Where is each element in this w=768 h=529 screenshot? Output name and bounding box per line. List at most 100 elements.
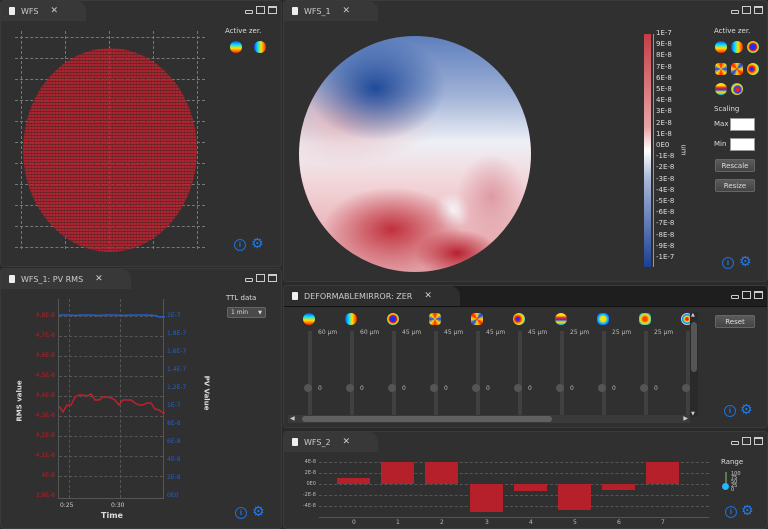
zernike-tilt-vertical-icon[interactable] (254, 41, 266, 53)
minimize-icon[interactable] (731, 441, 739, 445)
ttl-dropdown[interactable]: 1 min ▼ (227, 307, 266, 318)
zernike-tilt-vertical-icon[interactable] (731, 41, 743, 53)
zernike-tilt-horizontal-icon[interactable] (715, 41, 727, 53)
slider-knob[interactable] (514, 384, 522, 392)
detach-icon[interactable] (256, 6, 265, 14)
minimize-icon[interactable] (245, 10, 253, 14)
reset-button[interactable]: Reset (715, 315, 755, 328)
range-knob[interactable] (722, 483, 729, 490)
close-icon[interactable]: ✕ (95, 274, 103, 284)
vertical-scrollbar[interactable]: ▲ ▼ (690, 312, 698, 417)
info-icon[interactable]: i (724, 405, 736, 417)
ttl-value: 1 min (231, 309, 249, 316)
tab-wfs1[interactable]: WFS_1 ✕ (284, 1, 379, 21)
zernike-slider[interactable]: 45 µm 0 (512, 309, 567, 419)
close-icon[interactable]: ✕ (50, 6, 58, 16)
bar (470, 484, 503, 512)
scroll-thumb[interactable] (302, 416, 552, 422)
tab-wfs[interactable]: WFS ✕ (1, 1, 86, 21)
gear-icon[interactable]: ⚙ (740, 402, 753, 418)
colorbar-axis (653, 34, 654, 267)
zernike-slider[interactable]: 60 µm 0 (302, 309, 357, 419)
min-label: Min (714, 140, 727, 148)
zernike-slider[interactable]: 25 µm 0 (596, 309, 651, 419)
tab-deformable-mirror[interactable]: DEFORMABLEMIRROR: ZER ✕ (284, 286, 460, 306)
slider-knob[interactable] (304, 384, 312, 392)
detach-icon[interactable] (742, 291, 751, 299)
slider-knob[interactable] (388, 384, 396, 392)
left-axis-label: RMS value (15, 380, 24, 422)
scroll-thumb[interactable] (691, 322, 697, 372)
gear-icon[interactable]: ⚙ (741, 503, 754, 519)
zernike-astig-45-icon[interactable] (731, 63, 743, 75)
zernike-coma-y-icon[interactable] (715, 83, 727, 95)
zernike-slider[interactable]: 45 µm 0 (428, 309, 483, 419)
scroll-up-icon[interactable]: ▲ (691, 312, 695, 318)
info-icon[interactable]: i (725, 506, 737, 518)
zernike-slider[interactable]: 45 µm 0 (386, 309, 441, 419)
zernike-trefoil-y-icon (639, 313, 651, 325)
zernike-tilt-horizontal-icon[interactable] (230, 41, 242, 53)
detach-icon[interactable] (742, 6, 751, 14)
info-icon[interactable]: i (722, 257, 734, 269)
slider-knob[interactable] (598, 384, 606, 392)
scroll-right-icon[interactable]: ▶ (683, 415, 688, 422)
zernike-astig-0-icon[interactable] (715, 63, 727, 75)
zernike-spherical-icon (681, 313, 690, 325)
detach-icon[interactable] (256, 274, 265, 282)
wfs-body: Active zer. i ⚙ (1, 21, 281, 266)
zernike-defocus-icon[interactable] (747, 41, 759, 53)
maximize-icon[interactable] (754, 437, 763, 445)
bar (646, 462, 679, 484)
close-icon[interactable]: ✕ (342, 437, 351, 447)
close-icon[interactable]: ✕ (342, 6, 351, 16)
gear-icon[interactable]: ⚙ (252, 504, 265, 520)
panel-wfs1: WFS_1 ✕ 1E-7 9E-8 8E-8 7E-8 6E-8 5E-8 4E… (283, 0, 768, 282)
max-input[interactable] (730, 118, 755, 131)
gear-icon[interactable]: ⚙ (739, 254, 752, 270)
range-slider[interactable]: 100 75 50 25 0 (722, 472, 752, 494)
tab-wfs2[interactable]: WFS_2 ✕ (284, 432, 379, 452)
zernike-slider[interactable]: 45 µm 0 (470, 309, 525, 419)
panel-wfs: WFS ✕ Active zer. i ⚙ (0, 0, 282, 267)
rescale-button[interactable]: Rescale (715, 159, 755, 172)
dm-body: 60 µm 0 60 µm 0 45 µm 0 45 µm 0 (284, 306, 767, 427)
minimize-icon[interactable] (731, 295, 739, 299)
info-icon[interactable]: i (235, 507, 247, 519)
minimize-icon[interactable] (245, 278, 253, 282)
zernike-coma-x-icon[interactable] (747, 63, 759, 75)
scaling-label: Scaling (714, 105, 740, 113)
bar (381, 462, 414, 484)
slider-knob[interactable] (430, 384, 438, 392)
info-icon[interactable]: i (234, 239, 246, 251)
document-icon (292, 292, 298, 300)
horizontal-scrollbar[interactable]: ◀ ▶ (288, 415, 690, 423)
tab-pv-rms[interactable]: WFS_1: PV RMS ✕ (1, 269, 131, 289)
zernike-coma-x-icon (513, 313, 525, 325)
slider-knob[interactable] (682, 384, 690, 392)
bar (514, 484, 547, 491)
slider-knob[interactable] (556, 384, 564, 392)
zernike-defocus-icon (387, 313, 399, 325)
zernike-slider[interactable]: 25 0 (680, 309, 690, 419)
resize-button[interactable]: Resize (715, 179, 755, 192)
slider-knob[interactable] (640, 384, 648, 392)
slider-knob[interactable] (472, 384, 480, 392)
maximize-icon[interactable] (268, 274, 277, 282)
maximize-icon[interactable] (754, 6, 763, 14)
scroll-down-icon[interactable]: ▼ (691, 411, 695, 417)
scroll-left-icon[interactable]: ◀ (290, 415, 295, 422)
gear-icon[interactable]: ⚙ (251, 236, 264, 252)
minimize-icon[interactable] (731, 10, 739, 14)
zernike-slider[interactable]: 25 µm 0 (638, 309, 690, 419)
zernike-slider[interactable]: 60 µm 0 (344, 309, 399, 419)
zernike-spherical-icon[interactable] (731, 83, 743, 95)
maximize-icon[interactable] (268, 6, 277, 14)
maximize-icon[interactable] (754, 291, 763, 299)
min-input[interactable] (730, 138, 755, 151)
close-icon[interactable]: ✕ (424, 291, 432, 301)
slider-knob[interactable] (346, 384, 354, 392)
wfs1-body: 1E-7 9E-8 8E-8 7E-8 6E-8 5E-8 4E-8 3E-8 … (284, 21, 767, 281)
zernike-slider[interactable]: 25 µm 0 (554, 309, 609, 419)
detach-icon[interactable] (742, 437, 751, 445)
